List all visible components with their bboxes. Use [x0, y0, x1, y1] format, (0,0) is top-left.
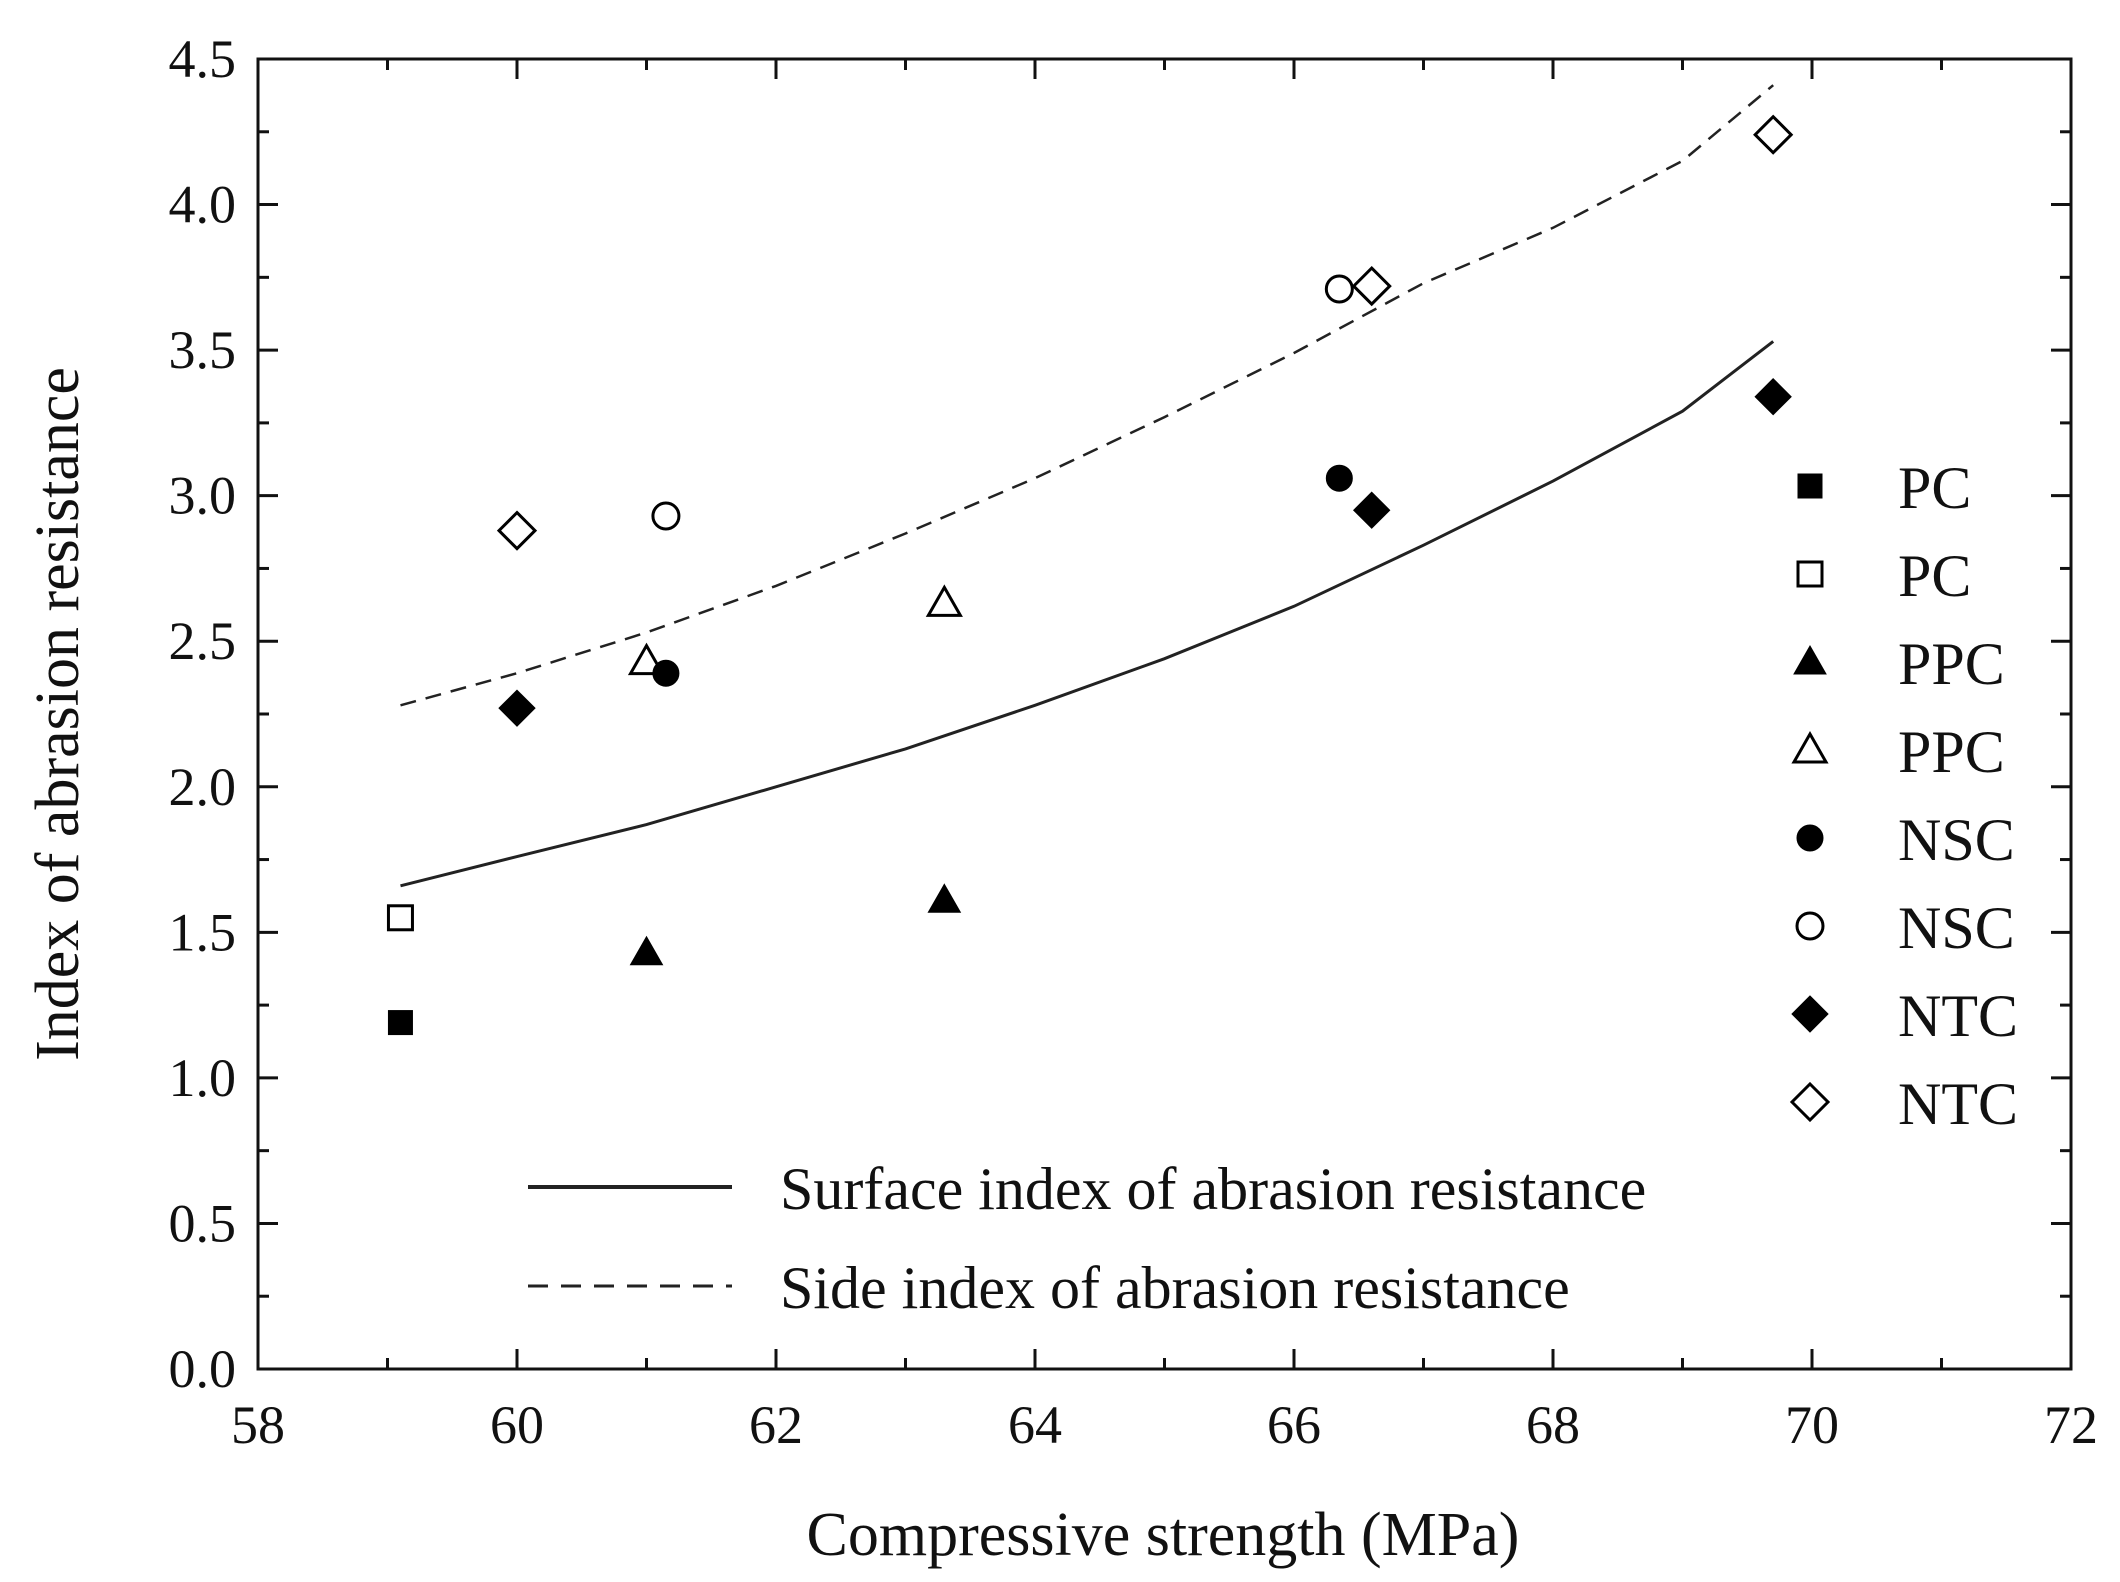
legend-marker-ppc [1791, 730, 1829, 764]
side-fit-line [400, 84, 1775, 707]
x-axis-label: Compressive strength (MPa) [807, 1501, 1520, 1569]
y-tick-label: 0.0 [169, 1339, 237, 1399]
ppc-filled-triangle-point [927, 883, 962, 913]
x-tick-label: 70 [1785, 1395, 1839, 1455]
legend-marker-pc [1797, 473, 1823, 499]
y-tick-label: 4.5 [169, 29, 237, 89]
y-tick-label: 1.5 [169, 902, 237, 962]
x-tick-label: 66 [1267, 1395, 1321, 1455]
legend-marker-pc [1796, 560, 1824, 588]
legend: PC PC PPC PPC NSC NSC NTC NTC Surface index of a… [528, 455, 2018, 1321]
nsc-filled-circle-point [652, 659, 680, 687]
legend-label-ntc: NTC [1898, 983, 2018, 1049]
y-tick-label: 4.0 [169, 175, 237, 235]
legend-label-ppc: PPC [1898, 719, 2005, 785]
x-tick-label: 58 [231, 1395, 285, 1455]
data-points [386, 114, 1794, 1036]
y-tick-label: 3.0 [169, 466, 237, 526]
x-tick-label: 68 [1526, 1395, 1580, 1455]
ntc-filled-diamond-point [1754, 377, 1792, 416]
y-tick-label: 1.0 [169, 1048, 237, 1108]
x-tick-label: 64 [1008, 1395, 1062, 1455]
y-axis-label: Index of abrasion resistance [24, 367, 92, 1061]
legend-label-pc: PC [1898, 455, 1971, 521]
axis-ticks: 58 60 62 64 66 68 70 72 0.0 0.5 1.0 1.5 2.0 2.5 3.0 3.5… [169, 29, 2099, 1455]
y-tick-label: 3.5 [169, 320, 237, 380]
x-tick-label: 72 [2044, 1395, 2098, 1455]
legend-marker-ntc [1789, 1081, 1831, 1123]
legend-line-label-solid: Surface index of abrasion resistance [780, 1156, 1646, 1222]
pc-filled-square-point [387, 1010, 413, 1036]
legend-marker-ppc [1793, 644, 1827, 675]
ntc-open-diamond-point [1351, 265, 1392, 307]
legend-marker-nsc [1795, 911, 1825, 941]
nsc-open-circle-point [1324, 274, 1354, 304]
legend-marker-nsc [1796, 824, 1824, 852]
ntc-open-diamond-point [1753, 114, 1794, 155]
y-tick-label: 0.5 [169, 1193, 237, 1253]
legend-label-nsc: NSC [1898, 807, 2015, 873]
legend-label-ppc: PPC [1898, 631, 2005, 697]
fit-lines [400, 84, 1775, 888]
ppc-filled-triangle-point [629, 935, 664, 966]
legend-marker-ntc [1791, 995, 1829, 1033]
ntc-open-diamond-point [496, 510, 538, 551]
y-tick-label: 2.0 [169, 757, 237, 817]
y-tick-label: 2.5 [169, 611, 237, 671]
legend-line-label-dashed: Side index of abrasion resistance [780, 1255, 1570, 1321]
pc-open-square-point [386, 904, 414, 932]
ntc-filled-diamond-point [498, 689, 536, 727]
ppc-open-triangle-point [925, 584, 963, 617]
legend-label-nsc: NSC [1898, 895, 2015, 961]
surface-fit-line [400, 340, 1775, 888]
legend-label-pc: PC [1898, 543, 1971, 609]
x-tick-label: 62 [749, 1395, 803, 1455]
ntc-filled-diamond-point [1352, 491, 1391, 529]
legend-label-ntc: NTC [1898, 1071, 2018, 1137]
x-tick-label: 60 [490, 1395, 544, 1455]
nsc-open-circle-point [651, 501, 681, 531]
nsc-filled-circle-point [1325, 464, 1353, 492]
